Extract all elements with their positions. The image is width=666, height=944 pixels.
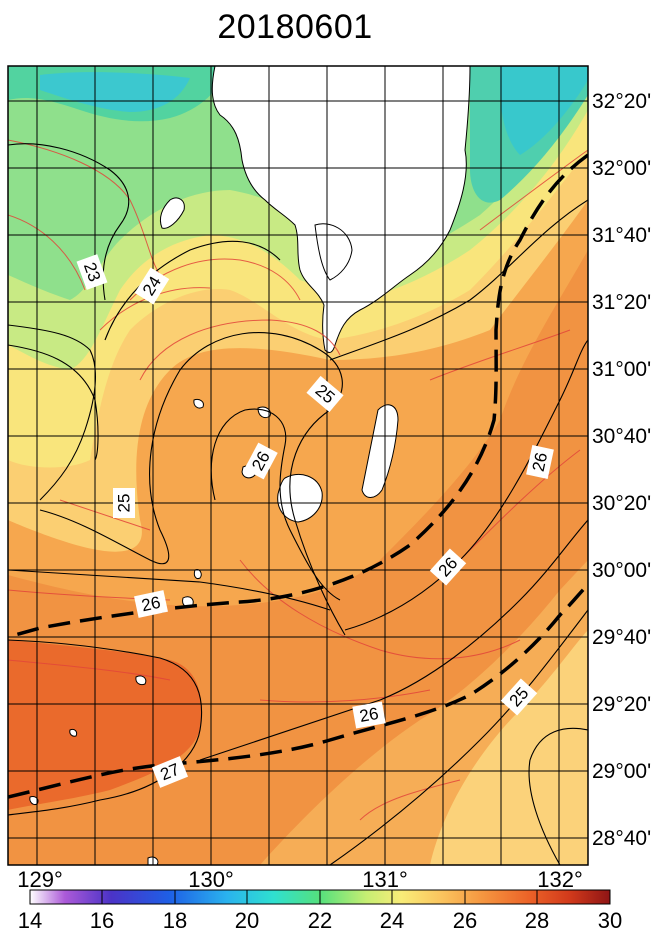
contour-label-23: 23: [76, 254, 108, 290]
contour-label-25-west: 25: [113, 488, 135, 518]
colorbar-tick-label: 22: [308, 908, 332, 933]
svg-text:26: 26: [358, 704, 380, 726]
lat-tick: 29°40': [592, 626, 651, 649]
lat-tick: 31°40': [592, 224, 651, 247]
lat-tick: 31°00': [592, 358, 651, 381]
tokara-island-5: [69, 729, 78, 737]
lon-tick: 129°: [17, 867, 63, 892]
tanegashima-island: [361, 404, 399, 498]
tokara-island-1: [193, 569, 202, 579]
front-line-south: [8, 583, 588, 799]
colorbar-tick-label: 20: [235, 908, 259, 933]
lon-tick: 131°: [362, 867, 408, 892]
colorbar: 14 16 18 20 22 24 26 28 30: [18, 889, 622, 933]
lat-tick: 32°20': [592, 90, 651, 113]
colorbar-tick-label: 24: [380, 908, 404, 933]
svg-text:25: 25: [115, 494, 134, 513]
contour-label-26-south: 26: [352, 701, 386, 729]
contour-label-27: 27: [151, 756, 189, 788]
isotherms-thin: [8, 139, 588, 821]
latitude-labels: 32°20' 32°00' 31°40' 31°20' 31°00' 30°40…: [592, 90, 651, 850]
lat-tick: 29°20': [592, 693, 651, 716]
osumi-peninsula: [314, 223, 353, 281]
koshiki-island: [159, 197, 185, 229]
colorbar-tick-label: 28: [525, 908, 549, 933]
svg-text:26: 26: [140, 593, 162, 616]
contour-label-26-west: 26: [134, 590, 168, 618]
sst-field: [8, 66, 588, 865]
map-frame: [7, 65, 589, 866]
lat-tick: 30°00': [592, 559, 651, 582]
iojima-island: [193, 399, 204, 409]
sst-region-25-south: [430, 630, 588, 865]
lat-tick: 31°20': [592, 291, 651, 314]
tokara-island-4: [135, 675, 147, 686]
contour-label-26-mid: 26: [429, 548, 467, 586]
colorbar-tick-label: 26: [453, 908, 477, 933]
lon-tick: 132°: [537, 867, 583, 892]
colorbar-tick-label: 16: [90, 908, 114, 933]
colorbar-tick-label: 14: [18, 908, 42, 933]
colorbar-tick-label: 30: [598, 908, 622, 933]
isotherms-black: [8, 143, 588, 865]
longitude-labels: 129° 130° 131° 132°: [17, 867, 583, 892]
lat-tick: 29°00': [592, 760, 651, 783]
lat-tick: 30°20': [592, 492, 651, 515]
front-line-north: [8, 153, 588, 639]
colorbar-tick-label: 18: [163, 908, 187, 933]
kuroshio-fronts: [8, 153, 588, 799]
colorbar-labels: 14 16 18 20 22 24 26 28 30: [18, 908, 622, 933]
lat-tick: 28°40': [592, 827, 651, 850]
land: [29, 66, 471, 865]
contour-label-26-east: 26: [526, 445, 554, 479]
graticule: [8, 66, 588, 865]
sst-region-20-east: [500, 66, 588, 155]
svg-text:26: 26: [529, 451, 552, 473]
lon-tick: 130°: [188, 867, 234, 892]
lat-tick: 30°40': [592, 425, 651, 448]
map-title: 20180601: [217, 8, 373, 46]
lat-tick: 32°00': [592, 157, 651, 180]
colorbar-ticks: [29, 890, 611, 904]
